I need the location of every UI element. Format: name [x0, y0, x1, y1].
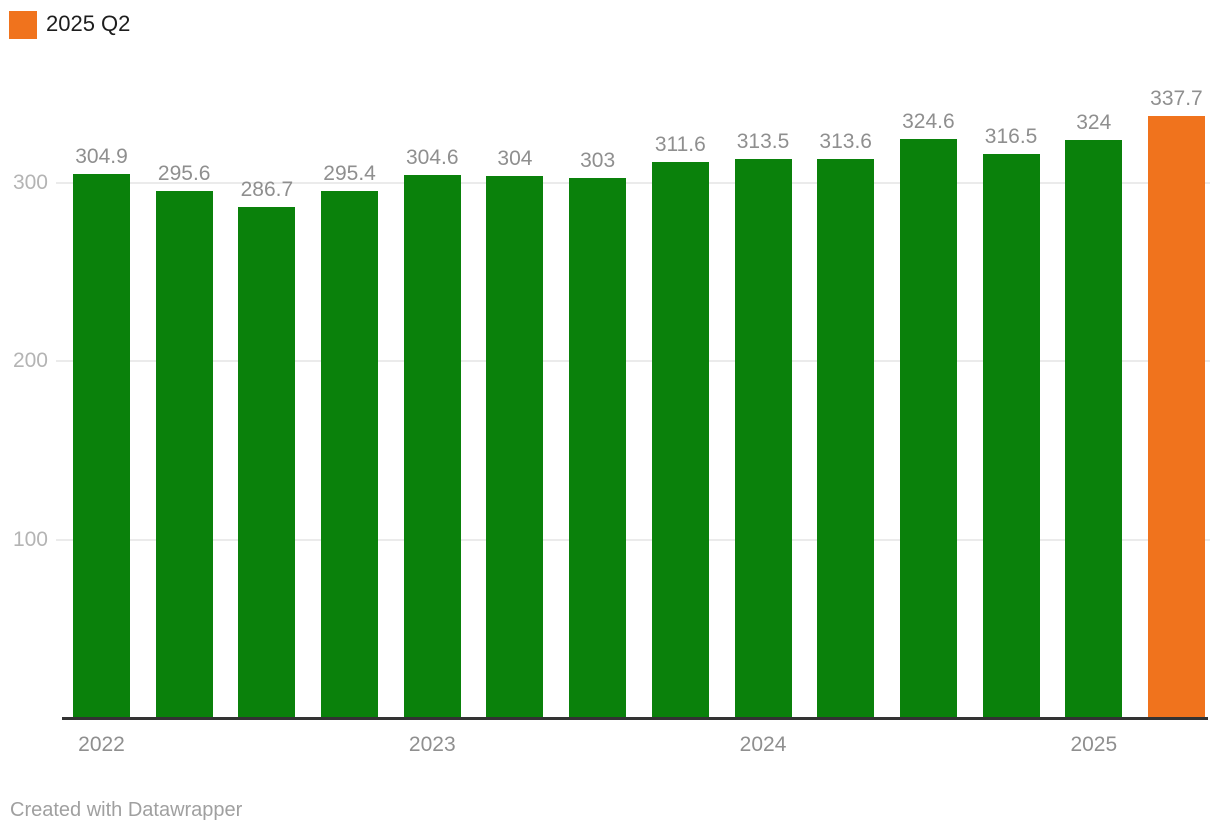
- bar-column: 295.4: [321, 161, 379, 718]
- bar-value-label: 286.7: [240, 177, 294, 201]
- bar-value-label: 324: [1076, 110, 1112, 134]
- attribution-link[interactable]: Created with Datawrapper: [10, 799, 243, 821]
- y-axis-tick-label: 200: [12, 349, 48, 373]
- bar-column: 324.6: [899, 109, 957, 718]
- bar-value-label: 316.5: [984, 124, 1038, 148]
- bar[interactable]: [817, 159, 875, 718]
- bar-value-label: 311.6: [654, 132, 706, 156]
- bar[interactable]: [569, 178, 627, 718]
- bar[interactable]: [321, 191, 379, 718]
- y-axis-tick-label: 300: [12, 171, 48, 194]
- bars-layer: 304.9 295.6 286.7 295.4 304.6 304 303 311.6 313.…: [73, 0, 1205, 718]
- bar-column: 311.6: [651, 132, 709, 718]
- bar-value-label: 337.7: [1150, 86, 1203, 110]
- bar-value-label: 304: [497, 146, 533, 170]
- bar-column: 286.7: [238, 177, 296, 718]
- bar-column: 303: [569, 148, 627, 718]
- gridline: [56, 182, 1210, 184]
- legend-swatch: [9, 11, 37, 39]
- y-axis-tick-label: 100: [12, 527, 48, 551]
- bar[interactable]: [899, 139, 957, 718]
- bar[interactable]: [155, 191, 213, 718]
- bar-value-label: 303: [580, 148, 616, 172]
- x-axis-line: [62, 717, 1208, 720]
- bar[interactable]: [238, 207, 296, 718]
- bar-column: 304.9: [73, 145, 130, 718]
- bar-column: 337.7: [1147, 86, 1205, 718]
- bar[interactable]: [1065, 140, 1123, 718]
- bar-value-label: 295.6: [157, 161, 211, 185]
- bar-column: 295.6: [155, 161, 213, 718]
- bar-value-label: 304.6: [405, 145, 459, 169]
- bar-column: 313.6: [817, 129, 875, 718]
- bar-value-label: 304.9: [75, 144, 128, 168]
- gridline: [56, 538, 1210, 541]
- bar-value-label: 295.4: [323, 161, 376, 185]
- bar-column: 316.5: [982, 124, 1040, 718]
- x-axis-tick-label: 2024: [739, 733, 787, 756]
- bar-column: 304.6: [403, 145, 461, 718]
- x-axis-tick-label: 2025: [1070, 733, 1118, 756]
- bar-value-label: 324.6: [902, 109, 955, 133]
- bar[interactable]: [651, 162, 709, 718]
- legend-label: 2025 Q2: [46, 11, 131, 36]
- bar[interactable]: [734, 159, 792, 718]
- bar-column: 313.5: [734, 129, 792, 718]
- bar-value-label: 313.5: [736, 129, 790, 153]
- bar[interactable]: [982, 154, 1040, 718]
- gridline: [56, 360, 1210, 363]
- bar[interactable]: [73, 174, 130, 718]
- bar[interactable]: [403, 175, 461, 718]
- bar-column: 304: [486, 146, 544, 718]
- bar[interactable]: [486, 176, 544, 718]
- legend: 2025 Q2: [9, 11, 130, 39]
- x-axis-tick-label: 2023: [408, 733, 456, 756]
- bar-value-label: 313.6: [819, 129, 872, 153]
- bar-highlighted[interactable]: [1147, 116, 1205, 718]
- bar-column: 324: [1065, 110, 1123, 718]
- x-axis-tick-label: 2022: [78, 733, 125, 756]
